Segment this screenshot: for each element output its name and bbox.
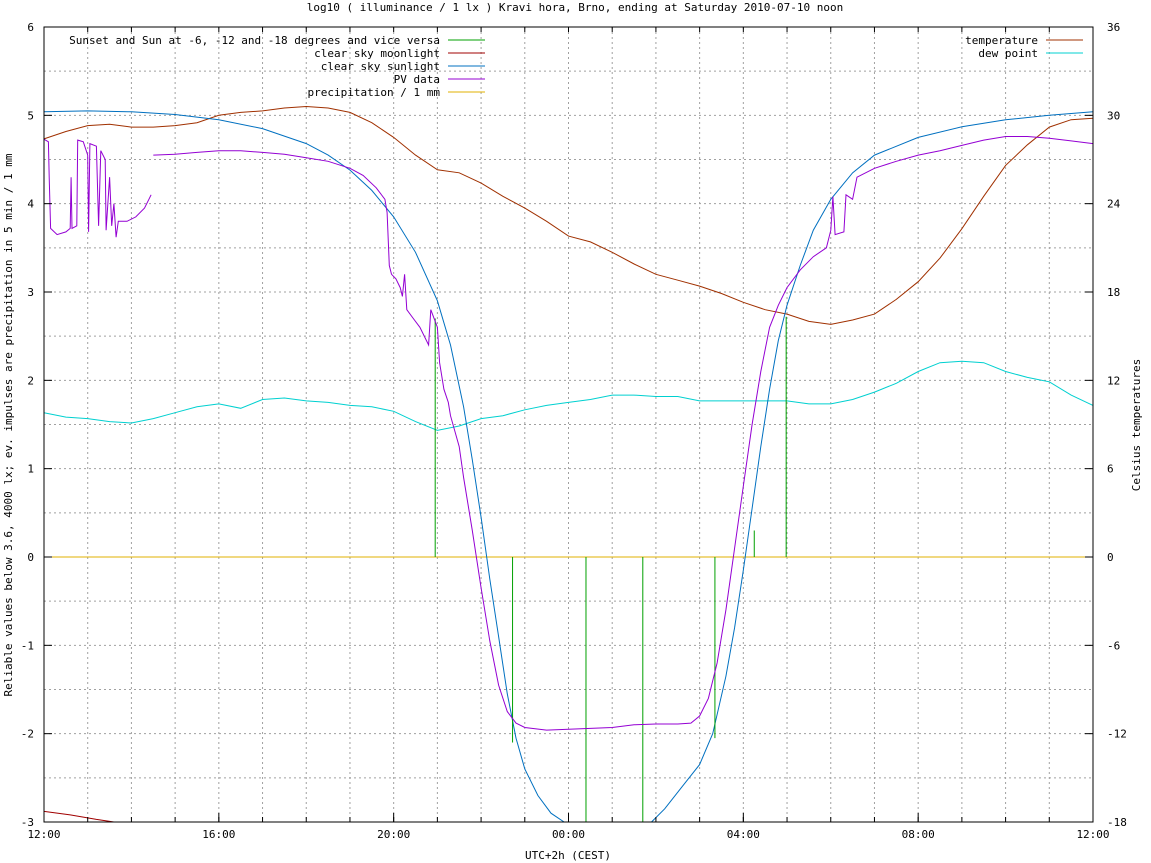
- y-tick-label: 1: [27, 463, 34, 476]
- y-tick-label: 6: [27, 21, 34, 34]
- legend-label: dew point: [978, 47, 1038, 60]
- plot-frame: [43, 26, 1094, 823]
- series-layer: [43, 105, 1094, 823]
- y2-tick-label: -12: [1107, 728, 1127, 741]
- y2-tick-label: 12: [1107, 374, 1120, 387]
- y-tick-label: 2: [27, 374, 34, 387]
- y2-tick-label: -6: [1107, 639, 1120, 652]
- series-sunset-and-sun-at-6-12-and-18-degrees-and-vice-versa: [434, 316, 787, 822]
- y-tick-label: -2: [21, 728, 34, 741]
- legend-left: Sunset and Sun at -6, -12 and -18 degree…: [69, 34, 485, 99]
- legend-label: clear sky moonlight: [314, 47, 440, 60]
- y-tick-label: -3: [21, 816, 34, 829]
- y-tick-label: 4: [27, 198, 34, 211]
- series-pv-data: [43, 136, 1094, 731]
- x-tick-label: 20:00: [377, 828, 410, 841]
- y-tick-label: 5: [27, 109, 34, 122]
- y2-tick-label: 24: [1107, 198, 1121, 211]
- x-tick-label: 08:00: [902, 828, 935, 841]
- x-axis-label: UTC+2h (CEST): [525, 849, 611, 862]
- x-tick-label: 16:00: [202, 828, 235, 841]
- legend-label: PV data: [394, 73, 440, 86]
- axis-ticks: 12:00 16:00 20:00 00:00 04:00 08:00 12:00-3-2-…: [21, 21, 1127, 841]
- legend-label: temperature: [965, 34, 1038, 47]
- legend-label: precipitation / 1 mm: [308, 86, 441, 99]
- chart-grid: [44, 27, 1093, 822]
- y2-tick-label: 0: [1107, 551, 1114, 564]
- y2-tick-label: 30: [1107, 109, 1120, 122]
- chart-title: log10 ( illuminance / 1 lx ) Kravi hora,…: [307, 1, 843, 14]
- series-temperature: [43, 105, 1094, 325]
- x-tick-label: 12:00: [1076, 828, 1109, 841]
- y2-tick-label: 18: [1107, 286, 1120, 299]
- y-axis-label: Reliable values below 3.6, 4000 lx; ev. …: [2, 153, 15, 696]
- x-tick-label: 04:00: [727, 828, 760, 841]
- y2-tick-label: 6: [1107, 463, 1114, 476]
- legend-label: clear sky sunlight: [321, 60, 440, 73]
- legend-label: Sunset and Sun at -6, -12 and -18 degree…: [69, 34, 440, 47]
- y2-axis-label: Celsius temperatures: [1130, 359, 1143, 491]
- y-tick-label: 0: [27, 551, 34, 564]
- x-tick-label: 12:00: [27, 828, 60, 841]
- y2-tick-label: -18: [1107, 816, 1127, 829]
- y-tick-label: 3: [27, 286, 34, 299]
- x-tick-label: 00:00: [552, 828, 585, 841]
- y2-tick-label: 36: [1107, 21, 1120, 34]
- y-tick-label: -1: [21, 639, 34, 652]
- series-clear-sky-moonlight: [43, 810, 114, 823]
- series-dew-point: [43, 360, 1094, 431]
